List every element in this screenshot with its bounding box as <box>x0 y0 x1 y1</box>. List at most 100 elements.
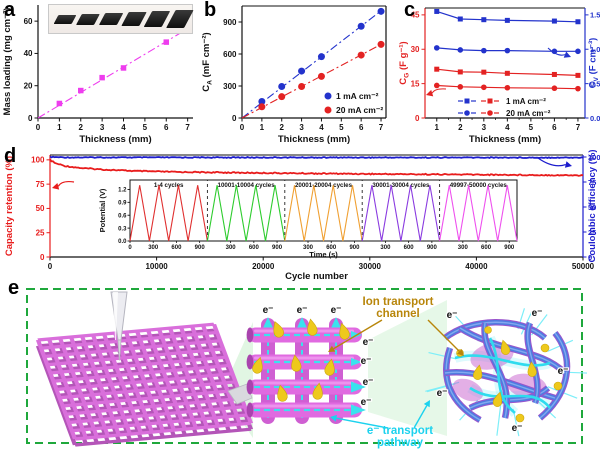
y-tick-label: 0 <box>28 114 33 123</box>
lattice-strut <box>46 347 224 367</box>
lattice-strut <box>55 372 234 392</box>
data-point <box>433 45 440 51</box>
series-line <box>436 10 578 23</box>
tube-highlight <box>444 321 546 339</box>
y-tick-label: 75 <box>36 180 45 189</box>
ion-sphere <box>540 343 550 353</box>
inset-x-tick-label: 600 <box>249 245 260 251</box>
left-axis-pointer <box>431 88 447 94</box>
x-tick-label: 5 <box>143 123 148 132</box>
ion-droplet <box>252 356 263 374</box>
x-tick-label: 2 <box>279 123 284 132</box>
series-line <box>436 84 578 90</box>
printed-sample <box>76 13 100 25</box>
y2-tick-label: 0 <box>588 253 592 262</box>
rod-end-cap <box>246 402 254 418</box>
tube-highlight <box>469 387 549 409</box>
legend-marker <box>324 106 332 114</box>
data-point <box>78 87 84 94</box>
lattice-strut <box>37 322 215 342</box>
electron-pathway-label-line1: e⁻ transport <box>367 425 433 437</box>
y2-tick-label: 100 <box>588 153 600 162</box>
y-tick-label: 50 <box>36 204 45 213</box>
rod-highlight <box>254 356 354 360</box>
y-tick-label: 30 <box>411 45 420 54</box>
gcd-curve <box>206 185 286 242</box>
electron-pathway-arrow-head <box>330 414 337 422</box>
y-tick-label: 900 <box>223 18 237 27</box>
lattice-strut <box>74 421 252 441</box>
cyan-path <box>454 354 551 367</box>
ion-channel-arrow-head <box>457 349 464 356</box>
data-point <box>278 83 286 91</box>
x-tick-label: 7 <box>379 123 384 132</box>
panel-b-areal-capacitance-chart: 0 1 2 3 4 5 6 7 0 300 600 900 Thickness (mm) CA (mF c… <box>200 0 400 148</box>
panel-letter-c: c <box>404 0 416 21</box>
legend-label: 20 mA cm⁻² <box>336 105 383 115</box>
data-point <box>258 103 266 111</box>
lattice-strut <box>49 355 227 375</box>
segment-label: 30001-30004 cycles <box>372 182 430 189</box>
chart-a: 0 1 2 3 4 5 6 7 0 20 40 60 Thickness (mm) Mass loadin… <box>2 5 193 145</box>
data-point <box>258 97 266 105</box>
inset-y-tick-label: 0.0 <box>118 239 127 245</box>
lattice-strut <box>58 380 237 400</box>
x-tick-label: 3 <box>100 123 105 132</box>
data-point <box>481 84 487 91</box>
y2-tick-label: 25 <box>588 228 596 237</box>
ion-droplet <box>492 391 503 407</box>
inset-x-tick-label: 900 <box>504 245 515 251</box>
printed-lattice <box>35 322 254 447</box>
x-tick-label: 0 <box>36 123 41 132</box>
right-axis-pointer-head <box>563 51 571 58</box>
y2-tick-label: 0.5 <box>590 79 600 88</box>
tube-highlight <box>526 322 539 404</box>
y-tick-label: 15 <box>411 79 420 88</box>
x-tick-label: 4 <box>319 123 324 132</box>
series-line <box>436 68 578 76</box>
ion-sphere <box>515 413 525 423</box>
logpile-rods <box>246 317 366 424</box>
data-point <box>575 48 581 55</box>
panel-letter-d: d <box>4 145 17 167</box>
inset-x-tick-label: 600 <box>326 245 337 251</box>
legend-marker <box>464 110 470 116</box>
ion-droplet <box>307 318 318 336</box>
ion-droplet <box>500 339 511 355</box>
lattice-strut <box>65 396 243 416</box>
data-point <box>120 65 127 71</box>
x-tick-label: 6 <box>359 123 364 132</box>
rod-highlight <box>254 381 354 385</box>
ion-channel-arrow <box>427 319 460 352</box>
segment-label: 49997-50000 cycles <box>450 182 508 189</box>
inset-x-tick-label: 900 <box>427 245 438 251</box>
rod-highlight <box>254 329 354 333</box>
electron-label: e⁻ <box>263 305 274 316</box>
ion-droplet <box>339 322 350 340</box>
rod-end-cap <box>246 354 254 370</box>
y-tick-label: 45 <box>411 11 420 20</box>
rod-end-cap <box>246 379 254 395</box>
annotation-arrows <box>328 319 464 429</box>
inset-y-tick-label: 0.9 <box>118 201 127 207</box>
electron-pathway-arrow-head <box>423 400 430 408</box>
printing-nozzle <box>110 291 128 361</box>
x-axis-title: Thickness (mm) <box>278 134 350 145</box>
data-point <box>575 19 581 25</box>
ion-channel-arrow-up <box>263 317 273 328</box>
x-tick-label: 7 <box>185 123 190 132</box>
tube-highlight <box>459 327 566 374</box>
data-point <box>298 83 306 91</box>
series-line <box>49 155 584 160</box>
inset-x-axis-title: Time (s) <box>309 250 338 259</box>
gcd-curve <box>439 185 518 242</box>
gcd-curve <box>284 185 363 242</box>
lattice-layer-top <box>35 322 254 441</box>
chart-d: 0 10000 20000 30000 40000 5000002550751000255… <box>4 150 600 282</box>
electron-pathway-arrow <box>336 417 389 429</box>
series-line <box>49 158 584 177</box>
dashed-border <box>26 288 583 444</box>
x-tick-label: 4 <box>121 123 126 132</box>
